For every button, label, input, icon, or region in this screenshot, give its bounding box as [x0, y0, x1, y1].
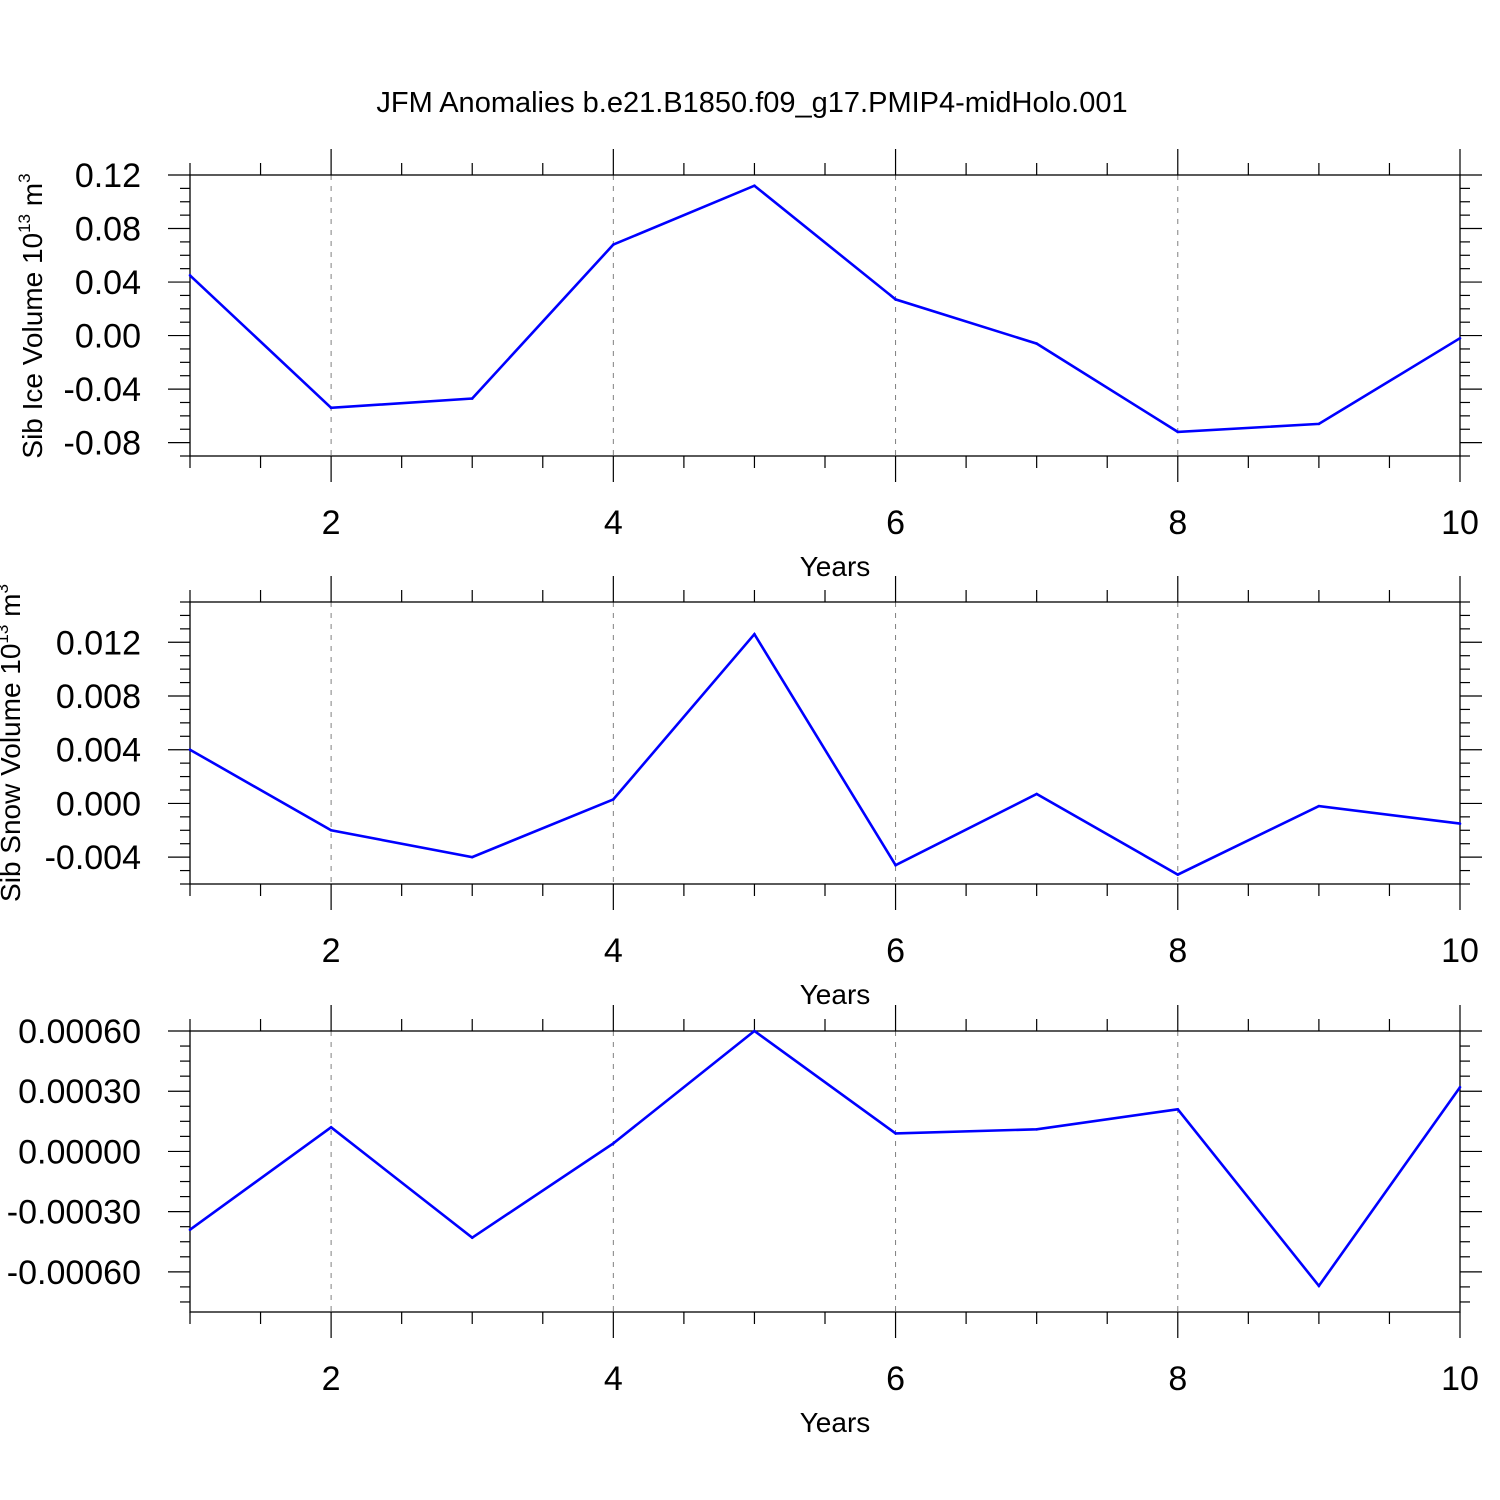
data-point-9	[1317, 422, 1321, 426]
data-point-9	[1317, 1284, 1321, 1288]
data-point-5	[753, 1029, 756, 1033]
x-tick-label-2: 2	[322, 504, 341, 542]
data-point-1	[188, 748, 192, 752]
x-tick-label-10: 10	[1441, 504, 1479, 542]
data-point-7	[1035, 342, 1038, 345]
x-tick-label-8: 8	[1168, 1360, 1187, 1398]
data-point-5	[753, 632, 756, 636]
x-axis-label: Years	[800, 979, 871, 1010]
y-tick-label: 0.00	[75, 318, 141, 356]
y-tick-label: -0.08	[64, 425, 142, 463]
series-line	[189, 184, 1461, 434]
panel-3: 2 4 6 8 10 0.00060 0.00030 0.00000 -0.00030 -0.00…	[7, 1005, 1482, 1438]
data-point-6	[894, 298, 897, 301]
y-tick-label: 0.12	[75, 157, 141, 195]
x-tick-label-6: 6	[886, 1360, 905, 1398]
chart-title: JFM Anomalies b.e21.B1850.f09_g17.PMIP4-…	[376, 87, 1127, 119]
data-point-10	[1458, 1085, 1462, 1089]
y-tick-label: 0.008	[56, 678, 141, 716]
y-tick-label: 0.04	[75, 264, 141, 302]
y-tick-label: 0.004	[56, 732, 141, 770]
y-tick-label: -0.00030	[7, 1194, 141, 1232]
data-point-2	[329, 406, 333, 410]
data-point-6	[894, 1132, 897, 1135]
data-point-4	[612, 798, 615, 801]
y-axis-label-unit-exponent: 3	[0, 584, 12, 593]
data-point-10	[1458, 336, 1462, 340]
x-tick-label-6: 6	[886, 932, 905, 970]
y-tick-label: -0.004	[45, 839, 141, 877]
x-tick-label-2: 2	[322, 1360, 341, 1398]
data-point-3	[470, 1236, 474, 1240]
y-axis-label-exponent: 13	[15, 214, 34, 233]
data-point-8	[1176, 430, 1180, 434]
panels-group: 2 4 6 8 10 0.12 0.08 0.04 0.00 -0.04 -0.08 Years Sib…	[0, 149, 1482, 1438]
data-point-5	[753, 184, 756, 188]
panel-1: 2 4 6 8 10 0.12 0.08 0.04 0.00 -0.04 -0.08 Years Sib…	[15, 149, 1482, 582]
y-axis-label-text: Sib Snow Volume 10	[0, 644, 26, 902]
y-tick-label: 0.00030	[18, 1073, 141, 1111]
data-point-10	[1458, 822, 1462, 825]
y-axis-label-unit: m	[17, 183, 48, 214]
data-point-8	[1176, 1107, 1180, 1111]
data-point-1	[188, 1228, 192, 1232]
x-tick-label-2: 2	[322, 932, 341, 970]
x-tick-label-4: 4	[604, 932, 623, 970]
data-point-9	[1317, 804, 1321, 808]
y-tick-label: 0.00000	[18, 1133, 141, 1171]
x-axis-label: Years	[800, 1407, 871, 1438]
series-line	[189, 1029, 1462, 1289]
y-axis-label-unit: m	[0, 594, 26, 625]
x-tick-label-10: 10	[1441, 932, 1479, 970]
x-tick-label-4: 4	[604, 1360, 623, 1398]
y-tick-label: 0.012	[56, 624, 141, 662]
data-point-6	[894, 863, 897, 867]
y-axis-label: Sib Ice Volume 1013 m3	[15, 173, 48, 458]
y-tick-label: 0.00060	[18, 1013, 141, 1051]
y-tick-label: -0.04	[64, 371, 142, 409]
y-tick-label: 0.08	[75, 211, 141, 249]
data-point-7	[1035, 1128, 1038, 1131]
data-point-4	[612, 243, 615, 246]
data-point-2	[329, 1126, 333, 1129]
data-point-3	[470, 855, 474, 859]
x-tick-label-4: 4	[604, 504, 623, 542]
data-point-2	[329, 828, 333, 832]
y-tick-label: 0.000	[56, 785, 141, 823]
series-line	[189, 631, 1461, 877]
x-tick-label-8: 8	[1168, 504, 1187, 542]
y-axis-label: Sib Snow Volume 1013 m3	[0, 584, 26, 902]
x-tick-label-8: 8	[1168, 932, 1187, 970]
data-point-1	[188, 274, 192, 277]
x-axis-label: Years	[800, 551, 871, 582]
panel-2: 2 4 6 8 10 0.012 0.008 0.004 0.000 -0.004 Years Sib…	[0, 576, 1482, 1010]
x-tick-label-10: 10	[1441, 1360, 1479, 1398]
y-axis-label-unit-exponent: 3	[15, 173, 34, 182]
data-point-3	[470, 397, 474, 400]
data-point-7	[1035, 792, 1038, 796]
y-axis-label-text: Sib Ice Volume 10	[17, 233, 48, 459]
y-tick-label: -0.00060	[7, 1254, 141, 1292]
data-point-8	[1176, 873, 1180, 876]
x-tick-label-6: 6	[886, 504, 905, 542]
y-axis-label-exponent: 13	[0, 625, 12, 644]
data-point-4	[612, 1142, 615, 1145]
